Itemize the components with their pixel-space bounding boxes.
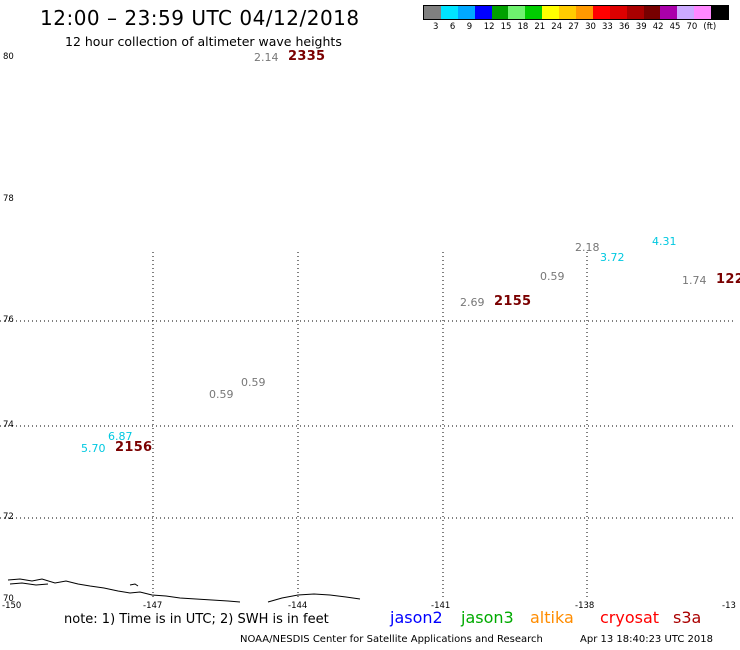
color-scale-label: 18	[517, 22, 529, 32]
color-scale-label: 45	[669, 22, 681, 32]
lon-label-138: -138	[575, 601, 595, 611]
color-scale-label: 9	[466, 22, 473, 32]
satellite-jason3: jason3	[461, 608, 514, 627]
color-scale-label: 21	[534, 22, 546, 32]
color-scale-label: 30	[585, 22, 596, 32]
color-swatch	[508, 6, 526, 19]
color-scale-label: 6	[449, 22, 456, 32]
color-swatch	[660, 6, 678, 19]
wave-height-value: 2.18	[575, 241, 600, 254]
generation-timestamp: Apr 13 18:40:23 UTC 2018	[580, 634, 713, 645]
lat-label-76: 76	[3, 315, 14, 325]
footer-note: note: 1) Time is in UTC; 2) SWH is in fe…	[64, 612, 329, 627]
graticule	[0, 252, 735, 600]
lon-label-150: -150	[2, 601, 22, 611]
wave-height-value: 1.74	[682, 274, 707, 287]
color-swatch	[457, 6, 475, 19]
map-subtitle: 12 hour collection of altimeter wave hei…	[65, 34, 342, 49]
color-scale-label: 33	[602, 22, 613, 32]
wave-height-value: 0.59	[209, 388, 234, 401]
wave-height-value: 4.31	[652, 235, 677, 248]
color-scale-label: 15	[500, 22, 512, 32]
color-swatch	[643, 6, 661, 19]
wave-height-value: 5.70	[81, 442, 106, 455]
wave-height-value: 0.59	[540, 270, 565, 283]
wave-height-value: 0.59	[241, 376, 266, 389]
color-swatch	[592, 6, 610, 19]
color-swatch	[609, 6, 627, 19]
color-scale-labels: 3 6 9 12 15 18 21 24 27 30 33 36 39 42 45 70 (ft)	[423, 22, 740, 34]
color-scale-label: 70	[686, 22, 698, 32]
color-swatch	[694, 6, 712, 19]
lat-label-80: 80	[3, 52, 14, 62]
lat-label-70: 70	[3, 594, 14, 604]
pass-time: 2335	[288, 49, 326, 64]
lat-label-72: 72	[3, 512, 14, 522]
color-swatch	[440, 6, 458, 19]
color-swatch	[626, 6, 644, 19]
color-swatch	[677, 6, 695, 19]
credit-line: NOAA/NESDIS Center for Satellite Applica…	[240, 634, 543, 645]
satellite-s3a: s3a	[673, 608, 702, 627]
lon-label-147: -147	[143, 601, 163, 611]
map-title: 12:00 – 23:59 UTC 04/12/2018	[40, 6, 360, 30]
color-scale-label: 27	[568, 22, 580, 32]
color-scale-label: (ft)	[703, 22, 717, 32]
pass-time: 122	[716, 272, 740, 287]
color-swatch	[525, 6, 543, 19]
color-swatch	[576, 6, 593, 19]
color-scale-label: 42	[652, 22, 664, 32]
wave-height-value: 3.72	[600, 251, 625, 264]
color-swatch	[424, 6, 441, 19]
wave-height-value: 2.69	[460, 296, 485, 309]
lon-label-141: -141	[431, 601, 451, 611]
color-scale-label: 39	[635, 22, 647, 32]
color-swatch	[474, 6, 492, 19]
color-scale-label: 3	[433, 22, 439, 32]
color-scale-label: 12	[483, 22, 495, 32]
color-scale-label: 24	[551, 22, 563, 32]
color-swatch	[711, 6, 729, 19]
satellite-cryosat: cryosat	[600, 608, 660, 627]
color-swatch	[491, 6, 509, 19]
lon-label-144: -144	[288, 601, 308, 611]
lat-label-74: 74	[3, 420, 14, 430]
wave-height-color-scale	[423, 5, 730, 20]
pass-time: 2156	[115, 440, 153, 455]
color-swatch	[559, 6, 577, 19]
wave-height-value: 2.14	[254, 51, 279, 64]
pass-time: 2155	[494, 294, 532, 309]
satellite-altika: altika	[530, 608, 574, 627]
coastline	[7, 578, 361, 603]
lat-label-78: 78	[3, 194, 14, 204]
satellite-jason2: jason2	[390, 608, 443, 627]
wave-height-value: 6.87	[108, 430, 133, 443]
color-scale-label: 36	[618, 22, 630, 32]
lon-label-135: -13	[722, 601, 736, 611]
color-swatch	[542, 6, 560, 19]
